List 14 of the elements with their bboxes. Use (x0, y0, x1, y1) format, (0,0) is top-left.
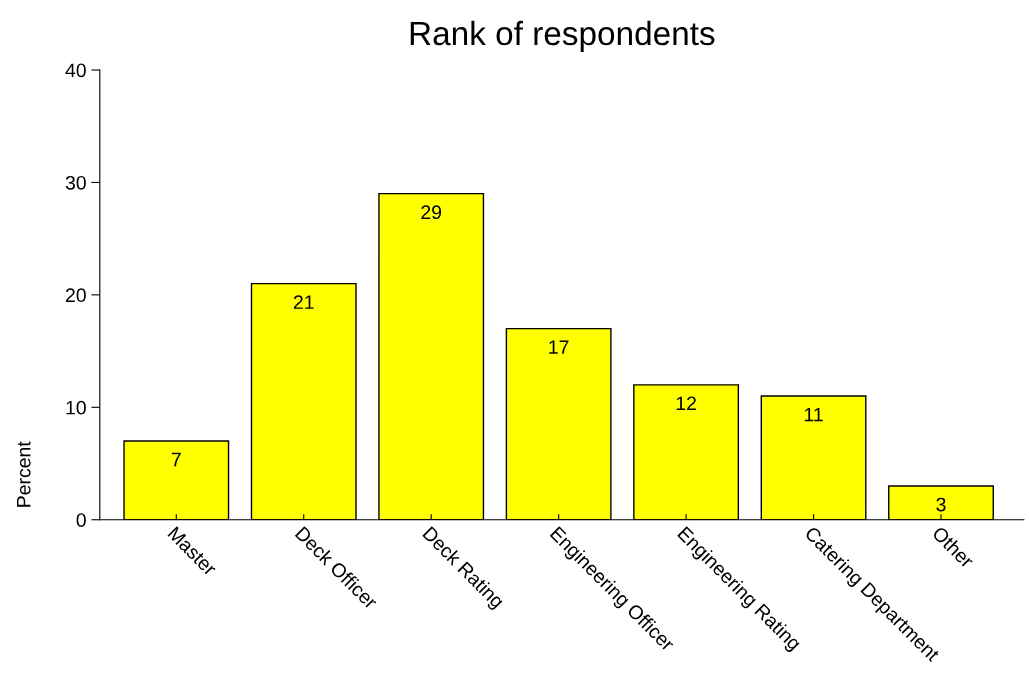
data-label: 3 (936, 497, 946, 512)
data-label: 11 (804, 407, 823, 422)
y-tick-label: 30 (65, 175, 86, 190)
data-label: 29 (421, 205, 442, 220)
chart-title: Rank of respondents (410, 20, 715, 52)
y-tick-label: 0 (76, 513, 86, 527)
data-label: 7 (171, 452, 181, 467)
data-label: 17 (549, 340, 569, 354)
y-axis-title: Percent (17, 441, 31, 507)
data-label: 12 (676, 396, 696, 411)
data-label: 21 (293, 295, 314, 309)
y-tick-label: 20 (65, 288, 86, 303)
y-tick-label: 40 (65, 63, 86, 78)
y-tick-label: 10 (66, 400, 86, 415)
